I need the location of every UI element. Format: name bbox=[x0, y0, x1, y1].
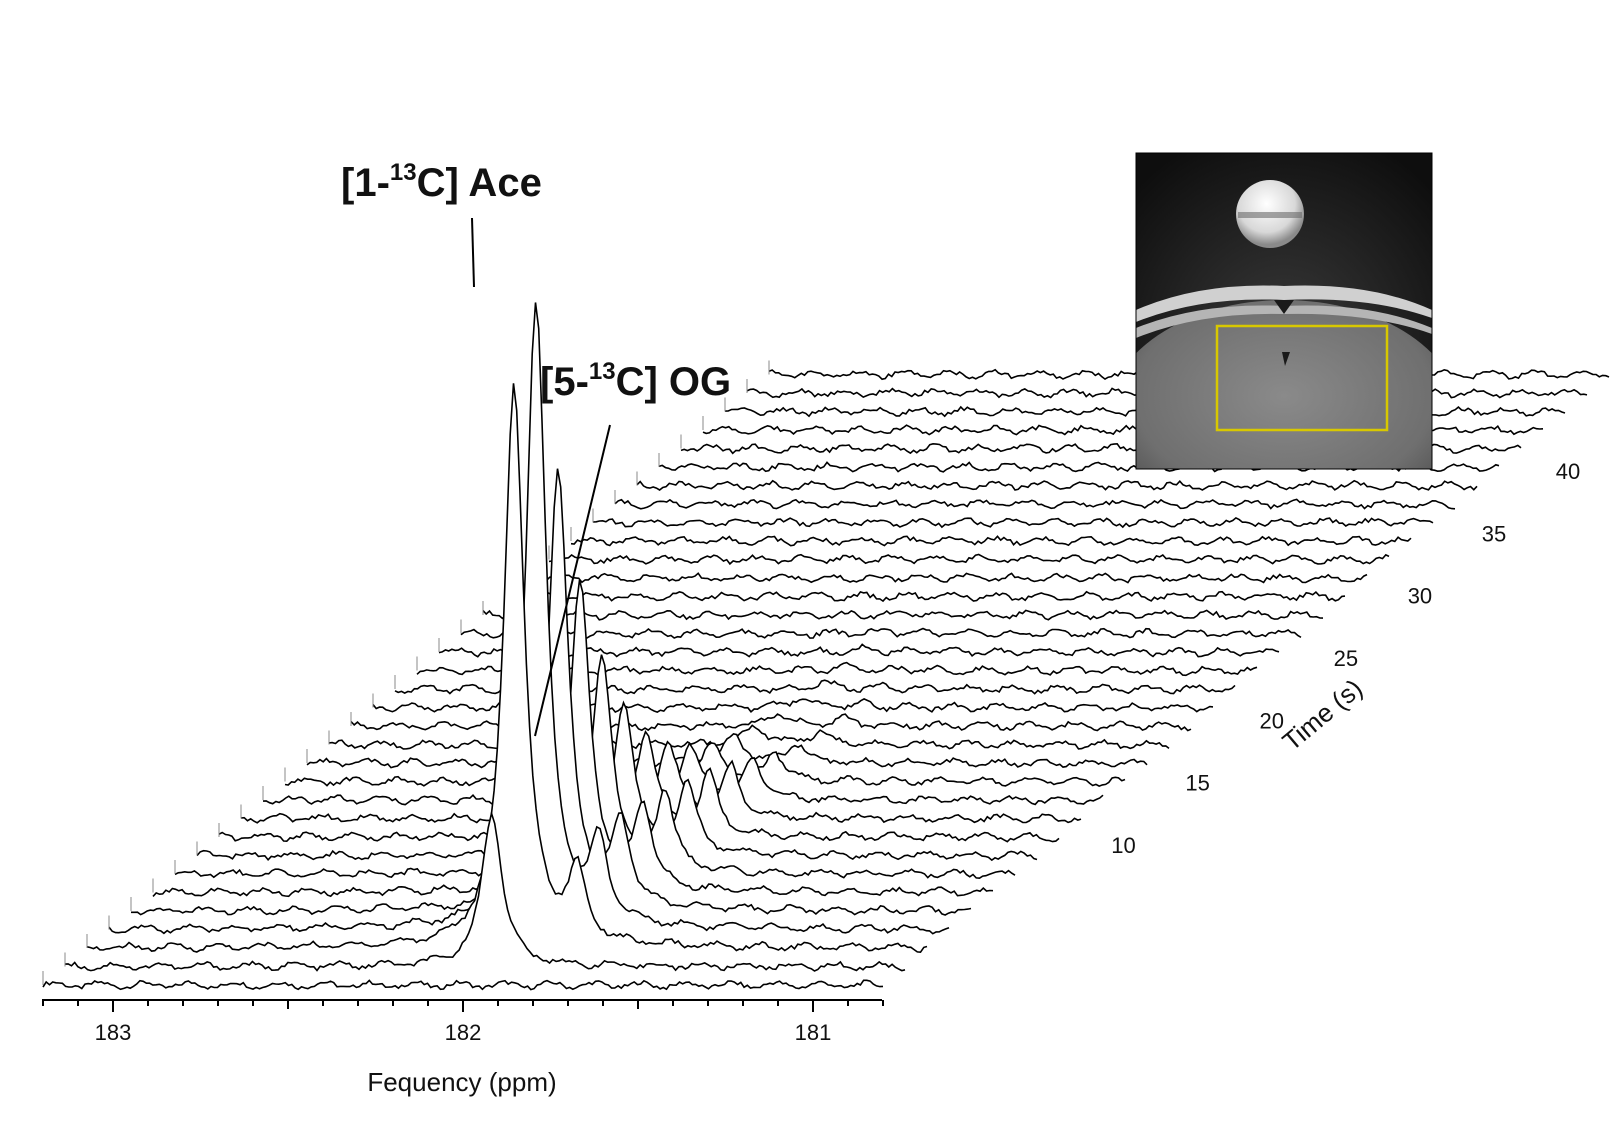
x-axis: 183 182 181 Fequency (ppm) bbox=[42, 999, 884, 1097]
time-tick-label-30: 30 bbox=[1408, 584, 1432, 609]
spectrum-trace-9 bbox=[218, 729, 1060, 843]
spectrum-trace-22 bbox=[505, 590, 1346, 603]
spectrum-trace-26 bbox=[592, 516, 1434, 529]
skull-band bbox=[1136, 285, 1432, 322]
peak-annotation-og: [5-13C] OG bbox=[534, 358, 731, 737]
time-axis-labels: 101520253035404550 bbox=[1111, 459, 1580, 858]
time-tick-label-15: 15 bbox=[1185, 771, 1209, 796]
peak-label-og: [5-13C] OG bbox=[540, 358, 731, 404]
peak-leader-og bbox=[534, 424, 611, 737]
spectra-traces bbox=[42, 302, 1610, 991]
spectrum-trace-20 bbox=[460, 627, 1302, 639]
peak-leader-ace bbox=[471, 217, 475, 288]
spectrum-trace-28 bbox=[636, 479, 1478, 491]
spectrum-occlusion bbox=[219, 731, 1059, 842]
spectrum-occlusion bbox=[109, 302, 949, 934]
spectrum-occlusion bbox=[417, 662, 1257, 676]
sphere-stripe bbox=[1238, 212, 1302, 218]
time-tick-label-20: 20 bbox=[1260, 708, 1284, 733]
spectrum-occlusion bbox=[615, 499, 1455, 509]
spectrum-trace-11 bbox=[262, 741, 1104, 806]
spectrum-occlusion bbox=[593, 517, 1433, 528]
spectrum-occlusion bbox=[483, 610, 1323, 620]
spectrum-trace-15 bbox=[350, 713, 1192, 732]
spectrum-occlusion bbox=[351, 714, 1191, 731]
spectrum-trace-6 bbox=[152, 579, 994, 898]
spectrum-occlusion bbox=[241, 741, 1081, 823]
time-tick-label-40: 40 bbox=[1556, 459, 1580, 484]
skull-inner-band bbox=[1136, 305, 1432, 338]
time-axis-title: Time (s) bbox=[1277, 673, 1369, 757]
peak-label-ace: [1-13C] Ace bbox=[341, 159, 542, 205]
spectrum-occlusion bbox=[43, 980, 883, 990]
x-tick-label-183: 183 bbox=[95, 1020, 132, 1045]
spectrum-trace-14 bbox=[328, 724, 1170, 750]
spectrum-occlusion bbox=[263, 743, 1103, 805]
x-axis-title: Fequency (ppm) bbox=[367, 1067, 556, 1097]
spectrum-occlusion bbox=[439, 644, 1279, 657]
spectrum-trace-12 bbox=[284, 742, 1126, 787]
x-axis-ticks bbox=[42, 1000, 884, 1012]
spectrum-occlusion bbox=[285, 743, 1125, 787]
time-tick-label-25: 25 bbox=[1334, 646, 1358, 671]
spectrum-occlusion bbox=[329, 725, 1169, 749]
spectrum-trace-2 bbox=[64, 810, 906, 972]
spectrum-occlusion bbox=[571, 536, 1411, 546]
spectrum-trace-5 bbox=[131, 468, 972, 916]
mri-inset-frame bbox=[1135, 152, 1433, 470]
midline-notch bbox=[1274, 300, 1294, 314]
spectrum-occlusion bbox=[87, 383, 927, 953]
spectrum-trace-13 bbox=[306, 733, 1148, 769]
spectrum-trace-3 bbox=[86, 383, 928, 954]
peak-annotation-ace: [1-13C] Ace bbox=[341, 159, 542, 288]
spectrum-occlusion bbox=[307, 733, 1147, 768]
spectrum-trace-8 bbox=[196, 700, 1038, 862]
spectrum-trace-10 bbox=[240, 740, 1082, 824]
x-tick-label-182: 182 bbox=[445, 1020, 482, 1045]
spectrum-trace-4 bbox=[108, 302, 950, 935]
roi-rectangle bbox=[1215, 324, 1389, 432]
spectrum-occlusion bbox=[637, 480, 1477, 490]
spectrum-trace-24 bbox=[548, 553, 1390, 566]
spectrum-occlusion bbox=[65, 813, 905, 971]
spectrum-trace-23 bbox=[526, 572, 1368, 584]
spectrum-trace-1 bbox=[42, 979, 884, 991]
spectrum-occlusion bbox=[549, 554, 1389, 564]
time-tick-label-10: 10 bbox=[1111, 833, 1135, 858]
brain-region bbox=[1136, 300, 1432, 469]
spectrum-trace-21 bbox=[482, 609, 1324, 621]
spectrum-trace-7 bbox=[174, 654, 1016, 880]
spectrum-trace-25 bbox=[570, 535, 1412, 547]
mri-inset-image bbox=[1136, 153, 1432, 469]
midline-notch-lower bbox=[1282, 352, 1290, 366]
time-tick-label-35: 35 bbox=[1482, 521, 1506, 546]
spectrum-trace-27 bbox=[614, 498, 1456, 510]
x-tick-label-181: 181 bbox=[795, 1020, 832, 1045]
